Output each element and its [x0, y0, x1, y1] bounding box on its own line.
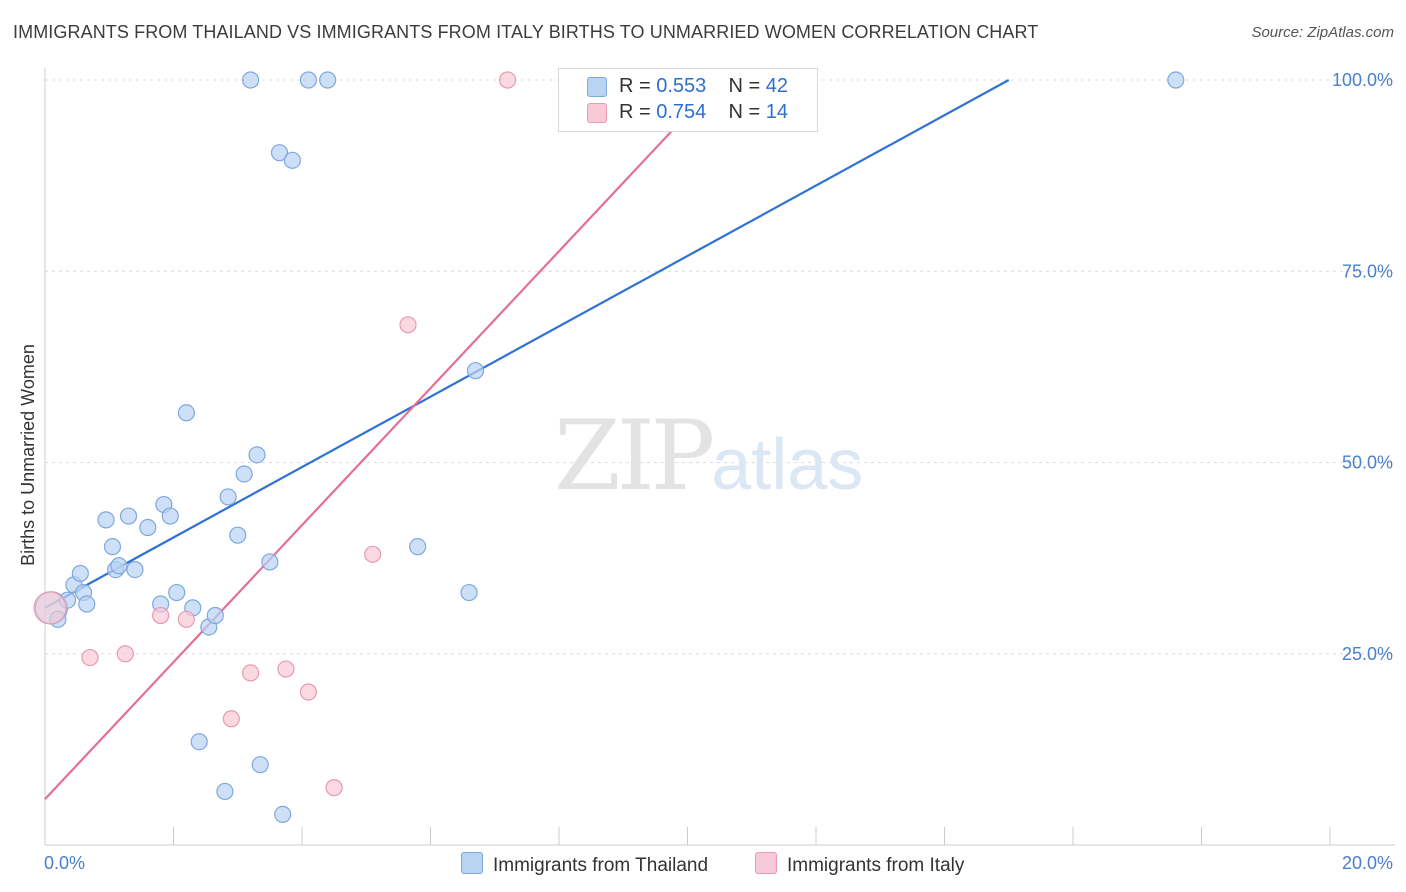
gridlines	[45, 79, 1395, 655]
thailand-point	[299, 71, 318, 89]
thailand-point	[110, 557, 128, 575]
thailand-point	[139, 518, 157, 537]
italy-point	[325, 779, 343, 797]
y-tick-label: 75.0%	[1342, 261, 1393, 281]
thailand-point	[1167, 71, 1185, 89]
thailand-point	[251, 756, 269, 774]
thailand-point	[242, 71, 260, 89]
thailand-point	[71, 564, 89, 583]
thailand-point	[126, 560, 144, 579]
thailand-point	[466, 362, 485, 380]
y-tick-label: 25.0%	[1342, 644, 1393, 664]
n-label: N =	[728, 101, 761, 123]
n-label: N =	[728, 75, 761, 97]
thailand-point	[190, 733, 208, 751]
n-value-italy: 14	[765, 101, 789, 123]
italy-swatch	[587, 103, 607, 123]
y-axis-label: Births to Unmarried Women	[18, 344, 38, 566]
italy-point	[116, 645, 134, 663]
thailand-point	[270, 144, 289, 162]
thailand-point	[248, 446, 266, 464]
thailand-point	[219, 488, 237, 506]
watermark-atlas: atlas	[711, 425, 864, 505]
thailand-point	[283, 151, 301, 169]
axes	[44, 68, 1395, 846]
thailand-point	[97, 511, 115, 529]
thailand-point	[274, 805, 292, 824]
thailand-swatch	[587, 77, 607, 97]
thailand-point	[161, 507, 179, 525]
thailand-point	[216, 782, 234, 801]
thailand-point	[319, 71, 337, 89]
thailand-point	[409, 538, 427, 556]
italy-trend-line	[44, 79, 721, 800]
italy-point	[177, 610, 195, 628]
italy-point	[33, 591, 67, 625]
correlation-legend: R = 0.553 N = 42 R = 0.754 N = 14	[558, 68, 818, 132]
italy-point	[277, 660, 295, 678]
thailand-point	[177, 404, 195, 422]
n-value-thailand: 42	[765, 75, 789, 97]
thailand-legend-swatch	[461, 852, 483, 874]
italy-point	[222, 710, 240, 728]
tick-labels: 25.0% 50.0% 75.0% 100.0% 0.0% 20.0%	[44, 70, 1393, 873]
thailand-point	[168, 583, 186, 602]
r-label: R =	[619, 101, 651, 123]
thailand-trend-line	[44, 79, 1010, 609]
x-tick-label: 20.0%	[1342, 853, 1393, 873]
trend-lines	[44, 79, 1010, 800]
bottom-legend-thailand: Immigrants from Thailand	[461, 852, 708, 877]
r-value-thailand: 0.553	[656, 75, 707, 97]
italy-point	[242, 664, 260, 682]
italy-point	[364, 545, 382, 563]
y-tick-label: 100.0%	[1332, 70, 1393, 90]
thailand-point	[460, 583, 478, 602]
x-tick-label: 0.0%	[44, 853, 85, 873]
italy-legend-label: Immigrants from Italy	[787, 855, 965, 876]
thailand-point	[229, 526, 247, 544]
source-credit: Source: ZipAtlas.com	[1251, 24, 1394, 41]
italy-point	[152, 606, 170, 625]
r-label: R =	[619, 75, 651, 97]
legend-text-italy: R = 0.754 N = 14	[619, 101, 788, 124]
thailand-point	[206, 606, 224, 625]
legend-text-thailand: R = 0.553 N = 42	[619, 75, 788, 98]
italy-point	[299, 683, 318, 701]
italy-point	[499, 71, 517, 89]
italy-point	[81, 648, 99, 667]
thailand-point	[235, 465, 253, 483]
thailand-legend-label: Immigrants from Thailand	[493, 855, 709, 876]
watermark-zip: ZIP	[554, 400, 715, 512]
bottom-legend-italy: Immigrants from Italy	[755, 852, 964, 877]
thailand-point	[119, 507, 138, 525]
thailand-point	[261, 553, 279, 571]
italy-point	[399, 316, 417, 334]
chart-title: IMMIGRANTS FROM THAILAND VS IMMIGRANTS F…	[13, 22, 1039, 42]
y-tick-label: 50.0%	[1342, 453, 1393, 473]
data-points	[33, 71, 1185, 824]
italy-legend-swatch	[755, 852, 777, 874]
thailand-point	[78, 595, 96, 613]
thailand-point	[103, 538, 122, 556]
r-value-italy: 0.754	[656, 101, 707, 123]
watermark: ZIPatlas	[554, 400, 863, 512]
